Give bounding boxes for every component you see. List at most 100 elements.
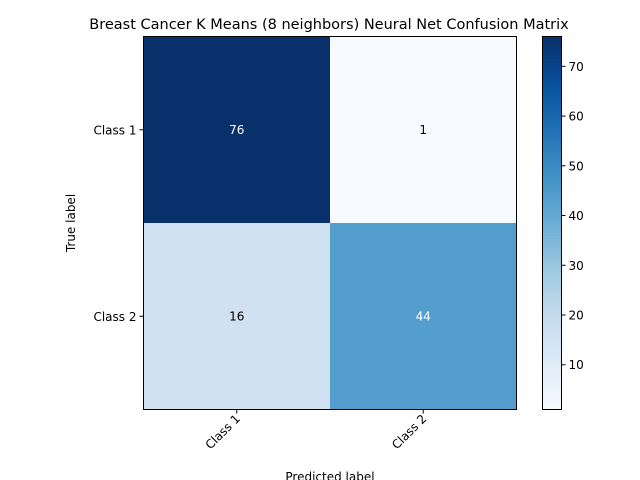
colorbar-segment xyxy=(542,151,562,156)
colorbar-segment xyxy=(542,384,562,389)
colorbar-segment xyxy=(542,98,562,103)
colorbar-segment xyxy=(542,362,562,367)
colorbar-segment xyxy=(542,341,562,345)
colorbar-frame xyxy=(542,36,562,410)
colorbar-segment xyxy=(542,42,562,47)
colorbar: 10 20 30 40 50 60 70 xyxy=(542,36,584,411)
colorbar-segment xyxy=(542,285,562,289)
colorbar-segment xyxy=(542,306,562,311)
colorbar-segment xyxy=(542,219,562,224)
y-tick-label: Class 2 xyxy=(93,310,136,324)
colorbar-segment xyxy=(542,310,562,314)
colorbar-segment xyxy=(542,182,562,187)
colorbar-segment xyxy=(542,129,562,134)
colorbar-segment xyxy=(542,375,562,380)
colorbar-segment xyxy=(542,278,562,283)
cell-value-label: 1 xyxy=(419,123,427,137)
colorbar-segment xyxy=(542,244,562,249)
colorbar-segment xyxy=(542,390,562,395)
colorbar-segment xyxy=(542,291,562,296)
colorbar-segment xyxy=(542,185,562,190)
colorbar-segment xyxy=(542,213,562,218)
colorbar-segment xyxy=(542,263,562,268)
colorbar-segment xyxy=(542,123,562,128)
colorbar-segment xyxy=(542,334,562,339)
colorbar-segment xyxy=(542,338,562,342)
colorbar-segment xyxy=(542,126,562,131)
colorbar-segment xyxy=(542,52,562,56)
colorbar-segment xyxy=(542,365,562,370)
colorbar-segment xyxy=(542,300,562,305)
cell-value-label: 76 xyxy=(229,123,244,137)
colorbar-segment xyxy=(542,322,562,327)
colorbar-segment xyxy=(542,145,562,149)
colorbar-segment xyxy=(542,107,562,112)
colorbar-segment xyxy=(542,269,562,274)
colorbar-segment xyxy=(542,350,562,355)
chart-title: Breast Cancer K Means (8 neighbors) Neur… xyxy=(89,17,569,33)
y-axis-ticks: Class 1 Class 2 xyxy=(93,123,144,324)
colorbar-segment xyxy=(542,83,562,87)
colorbar-segment xyxy=(542,216,562,221)
colorbar-segment xyxy=(542,331,562,336)
colorbar-tick-label: 60 xyxy=(569,110,584,124)
colorbar-segment xyxy=(542,272,562,277)
x-tick-label: Class 2 xyxy=(389,412,429,452)
heatmap-cell xyxy=(330,36,517,224)
colorbar-segment xyxy=(542,117,562,122)
colorbar-segment xyxy=(542,101,562,106)
x-axis-label: Predicted label xyxy=(285,470,374,480)
colorbar-segment xyxy=(542,204,562,209)
x-axis-ticks: Class 1 Class 2 xyxy=(203,409,429,452)
colorbar-segment xyxy=(542,303,562,308)
cell-value-labels: 76 1 16 44 xyxy=(229,123,431,324)
colorbar-tick-label: 10 xyxy=(569,358,584,372)
colorbar-segment xyxy=(542,157,562,162)
colorbar-segment xyxy=(542,359,562,364)
colorbar-segment xyxy=(542,139,562,143)
plot-frame xyxy=(143,36,517,410)
colorbar-segment xyxy=(542,387,562,392)
colorbar-segment xyxy=(542,400,562,404)
heatmap-cell xyxy=(143,223,331,410)
colorbar-segment xyxy=(542,61,562,66)
colorbar-segment xyxy=(542,353,562,358)
colorbar-segment xyxy=(542,369,562,373)
colorbar-segment xyxy=(542,67,562,72)
colorbar-segment xyxy=(542,132,562,137)
heatmap-cell xyxy=(330,223,517,410)
colorbar-segment xyxy=(542,403,562,407)
colorbar-segment xyxy=(542,393,562,398)
colorbar-segment xyxy=(542,179,562,184)
colorbar-segment xyxy=(542,257,562,261)
colorbar-tick-label: 50 xyxy=(569,159,584,173)
heatmap-cell xyxy=(143,36,331,224)
colorbar-segment xyxy=(542,297,562,302)
colorbar-tick-label: 30 xyxy=(569,259,584,273)
colorbar-segment xyxy=(542,95,562,100)
colorbar-segment xyxy=(542,104,562,109)
colorbar-segment xyxy=(542,86,562,90)
colorbar-segment xyxy=(542,135,562,140)
colorbar-tick-label: 40 xyxy=(569,209,584,223)
heatmap-cells xyxy=(143,36,517,410)
colorbar-segment xyxy=(542,247,562,252)
colorbar-segment xyxy=(542,154,562,159)
colorbar-segment xyxy=(542,275,562,280)
colorbar-segment xyxy=(542,356,562,361)
colorbar-segment xyxy=(542,316,562,320)
colorbar-segment xyxy=(542,45,562,50)
y-tick-label: Class 1 xyxy=(93,123,136,137)
colorbar-segment xyxy=(542,160,562,165)
colorbar-segment xyxy=(542,260,562,265)
colorbar-segment xyxy=(542,235,562,240)
colorbar-segment xyxy=(542,48,562,53)
colorbar-segment xyxy=(542,148,562,153)
colorbar-segment xyxy=(542,250,562,255)
colorbar-segment xyxy=(542,282,562,286)
colorbar-segment xyxy=(542,381,562,386)
colorbar-segment xyxy=(542,114,562,118)
colorbar-segment xyxy=(542,76,562,81)
colorbar-segment xyxy=(542,294,562,299)
